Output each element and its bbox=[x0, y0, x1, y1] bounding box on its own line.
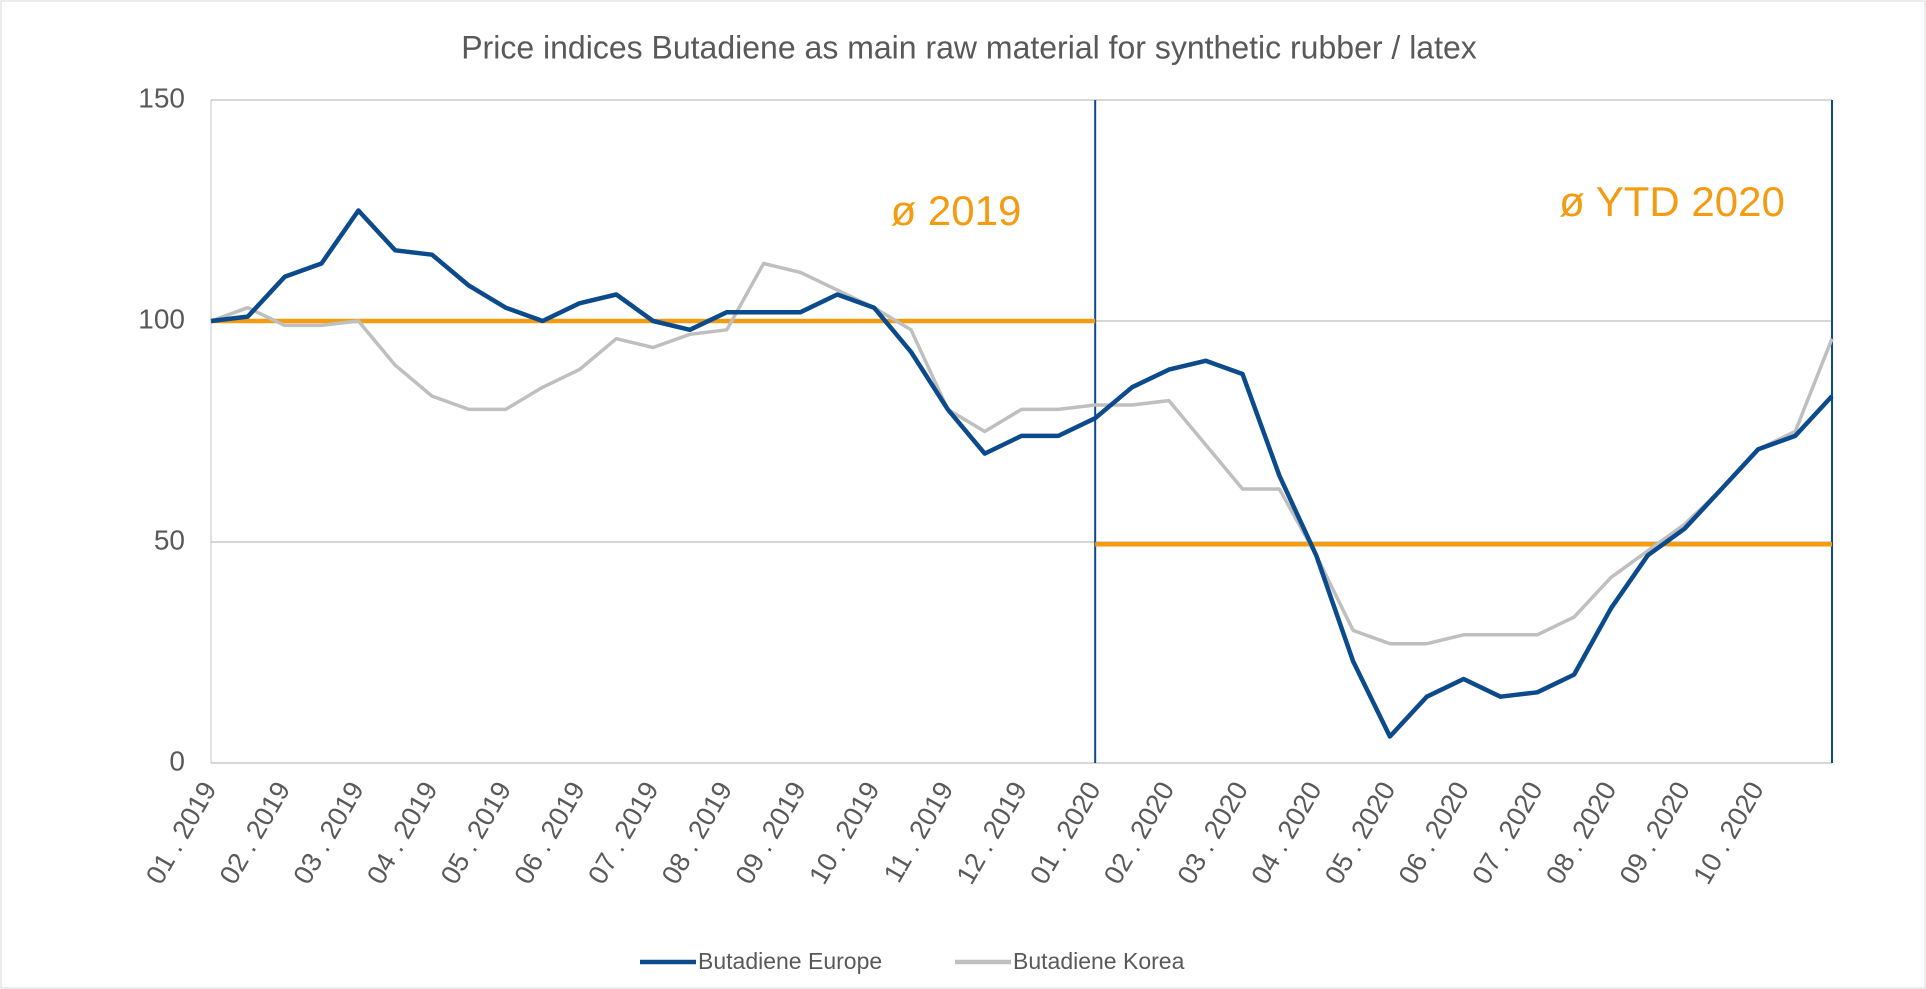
y-tick-label: 50 bbox=[154, 524, 185, 555]
y-tick-label: 100 bbox=[138, 303, 185, 334]
y-tick-label: 0 bbox=[169, 745, 185, 776]
chart-title: Price indices Butadiene as main raw mate… bbox=[461, 29, 1477, 65]
y-tick-label: 150 bbox=[138, 82, 185, 113]
annotation: ø 2019 bbox=[891, 187, 1022, 234]
annotation: ø YTD 2020 bbox=[1559, 178, 1785, 225]
series-line bbox=[210, 208, 1834, 739]
series-line bbox=[210, 261, 1834, 646]
legend-label: Butadiene Europe bbox=[698, 948, 882, 974]
legend-label: Butadiene Korea bbox=[1013, 948, 1185, 974]
